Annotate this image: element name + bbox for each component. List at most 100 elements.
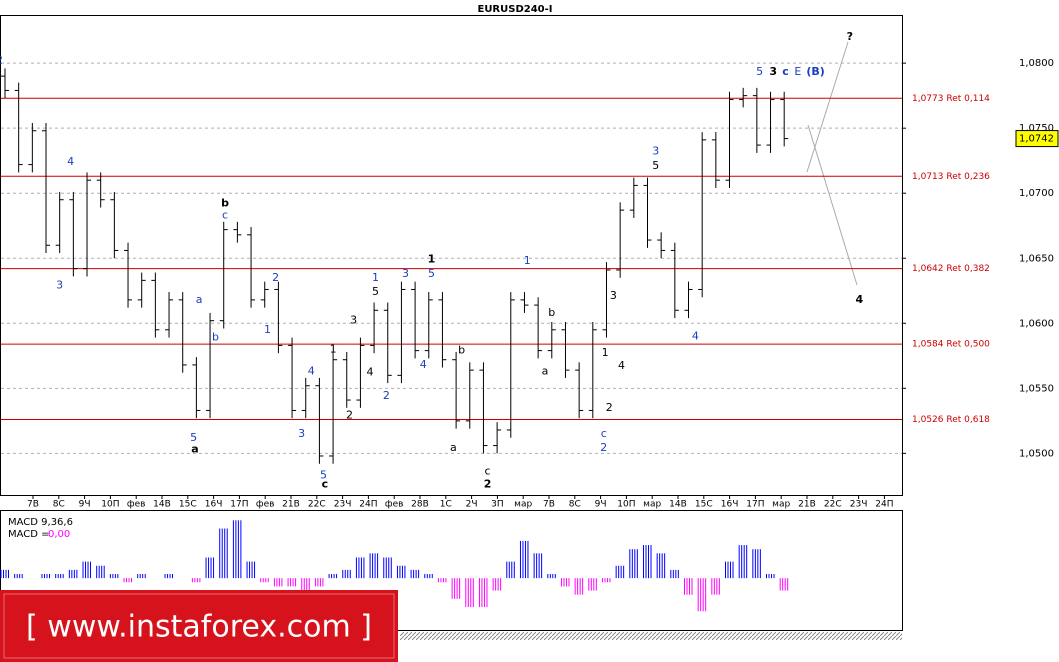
x-tick-label: 28В bbox=[411, 500, 429, 510]
fib-level-label: 1,0773 Ret 0,114 bbox=[912, 94, 990, 104]
wave-label: 4 bbox=[692, 329, 699, 342]
wave-label: 1 bbox=[330, 342, 337, 355]
x-tick-label: фев bbox=[256, 500, 275, 510]
y-tick-label: 1,0500 bbox=[1019, 448, 1054, 459]
x-tick-label: мар bbox=[643, 500, 661, 510]
x-tick-label: 2Ч bbox=[466, 500, 478, 510]
wave-label: b bbox=[548, 306, 555, 319]
wave-label: 4 bbox=[618, 359, 625, 372]
wave-label: 2 bbox=[0, 54, 3, 67]
x-tick-label: 23Ч bbox=[850, 500, 868, 510]
x-tick-label: 23Ч bbox=[334, 500, 352, 510]
wave-label: E bbox=[794, 65, 801, 78]
x-tick-label: 14В bbox=[153, 500, 171, 510]
y-tick-label: 1,0600 bbox=[1019, 318, 1054, 329]
wave-label: 3 bbox=[769, 65, 777, 78]
wave-label: 2 bbox=[346, 409, 353, 422]
fib-level-label: 1,0642 Ret 0,382 bbox=[912, 264, 990, 274]
wave-label: 4 bbox=[67, 155, 74, 168]
x-tick-label: 7В bbox=[27, 500, 39, 510]
wave-label: 2 bbox=[272, 271, 279, 284]
wave-label: 1 bbox=[372, 271, 379, 284]
x-tick-label: 15С bbox=[695, 500, 713, 510]
wave-label: 5 bbox=[428, 267, 435, 280]
wave-label: a bbox=[191, 442, 198, 455]
macd-value: 0,00 bbox=[48, 529, 70, 540]
forecast-line bbox=[806, 41, 849, 173]
watermark-border bbox=[3, 593, 395, 659]
x-tick-label: 17П bbox=[746, 500, 764, 510]
price-frame bbox=[0, 15, 903, 496]
wave-label: b bbox=[221, 197, 229, 210]
x-tick-label: 22С bbox=[824, 500, 842, 510]
wave-label: 4 bbox=[856, 293, 864, 306]
x-tick-label: 22С bbox=[308, 500, 326, 510]
macd-prefix: MACD = bbox=[8, 529, 50, 540]
y-tick-label: 1,0700 bbox=[1019, 188, 1054, 199]
hatch-strip bbox=[400, 632, 902, 640]
wave-label: 5 bbox=[190, 431, 197, 444]
wave-label: a bbox=[196, 293, 203, 306]
wave-label: 1 bbox=[428, 253, 436, 266]
wave-label: 5 bbox=[372, 285, 379, 298]
watermark-box bbox=[0, 590, 398, 662]
wave-label: a bbox=[450, 441, 457, 454]
x-tick-label: 15С bbox=[179, 500, 197, 510]
wave-label: c bbox=[601, 427, 607, 440]
wave-label: 3 bbox=[56, 279, 63, 292]
x-tick-label: 1С bbox=[440, 500, 452, 510]
wave-label: 3 bbox=[350, 314, 357, 327]
y-tick-label: 1,0750 bbox=[1019, 123, 1054, 134]
x-tick-label: фев bbox=[385, 500, 404, 510]
fib-level-label: 1,0713 Ret 0,236 bbox=[912, 172, 990, 182]
x-tick-label: 8С bbox=[569, 500, 581, 510]
x-tick-label: фев bbox=[127, 500, 146, 510]
chart-title: EURUSD240-I bbox=[477, 4, 552, 15]
macd-title: MACD 9,36,6 bbox=[8, 517, 73, 528]
x-tick-label: 3П bbox=[491, 500, 504, 510]
wave-label: 5 bbox=[756, 65, 763, 78]
wave-label: c bbox=[782, 65, 789, 78]
x-tick-label: 9Ч bbox=[79, 500, 91, 510]
x-tick-label: 24П bbox=[359, 500, 377, 510]
wave-label: 3 bbox=[298, 427, 305, 440]
wave-label: 3 bbox=[402, 267, 409, 280]
wave-label: 4 bbox=[308, 364, 315, 377]
wave-label: 5 bbox=[652, 159, 659, 172]
wave-label: c bbox=[222, 208, 228, 221]
x-tick-label: 7В bbox=[543, 500, 555, 510]
wave-label: b bbox=[212, 331, 219, 344]
wave-label: a bbox=[542, 364, 549, 377]
x-tick-label: 21В bbox=[282, 500, 300, 510]
wave-label: c bbox=[485, 465, 491, 478]
x-tick-label: 10П bbox=[101, 500, 119, 510]
x-tick-label: 24П bbox=[875, 500, 893, 510]
x-tick-label: 10П bbox=[617, 500, 635, 510]
wave-label: 2 bbox=[606, 401, 613, 414]
wave-label: ? bbox=[847, 30, 853, 43]
x-tick-label: мар bbox=[514, 500, 532, 510]
x-tick-label: мар bbox=[772, 500, 790, 510]
last-price-box bbox=[1015, 130, 1059, 148]
x-tick-label: 16Ч bbox=[205, 500, 223, 510]
wave-label: (B) bbox=[806, 65, 824, 78]
y-tick-label: 1,0650 bbox=[1019, 253, 1054, 264]
x-tick-label: 8С bbox=[53, 500, 65, 510]
wave-label: 2 bbox=[383, 389, 390, 402]
wave-label: 2 bbox=[484, 478, 492, 491]
watermark-text: [ www.instaforex.com ] bbox=[26, 610, 372, 645]
watermark: [ www.instaforex.com ] bbox=[0, 590, 398, 662]
x-tick-label: 17П bbox=[230, 500, 248, 510]
wave-label: 1 bbox=[264, 323, 271, 336]
last-price-label: 1,0742 bbox=[1019, 134, 1054, 145]
wave-label: 3 bbox=[652, 145, 659, 158]
wave-label: 3 bbox=[610, 289, 617, 302]
wave-label: 5 bbox=[320, 468, 327, 481]
x-tick-label: 9Ч bbox=[595, 500, 607, 510]
wave-label: c bbox=[322, 478, 329, 491]
fib-level-label: 1,0584 Ret 0,500 bbox=[912, 340, 990, 350]
wave-label: 4 bbox=[366, 366, 373, 379]
